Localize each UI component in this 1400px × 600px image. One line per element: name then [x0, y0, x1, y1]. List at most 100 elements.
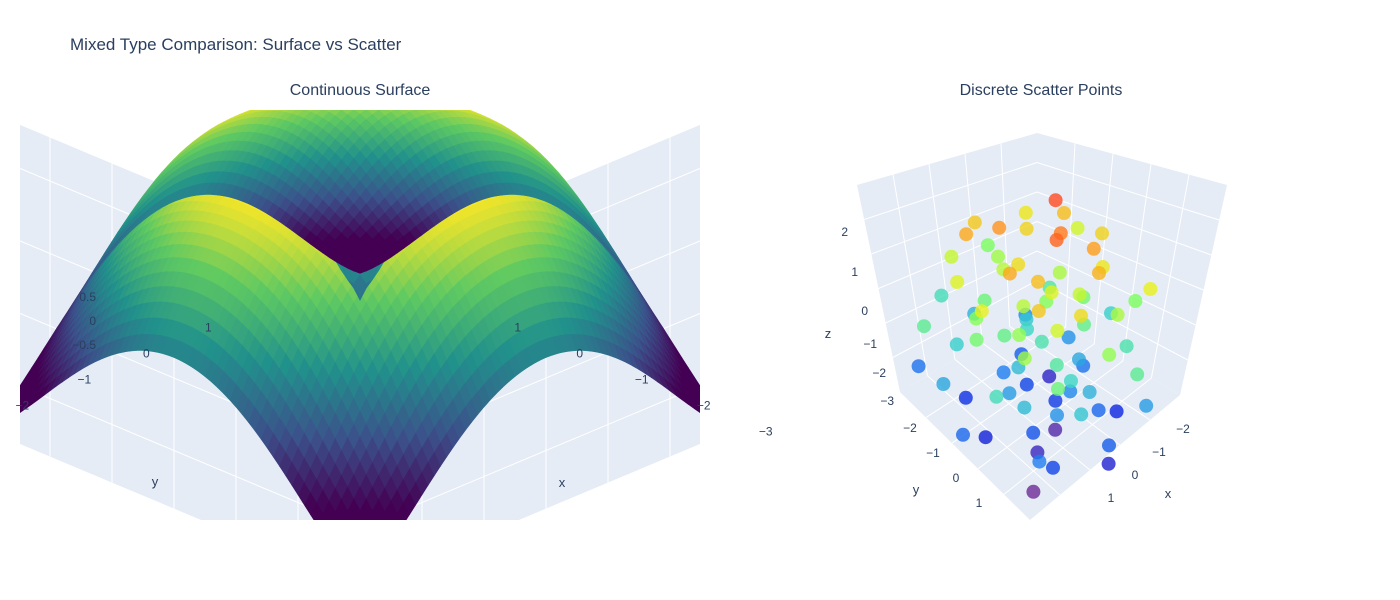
- surface-patch: [422, 101, 434, 105]
- surface-patch: [0, 410, 7, 422]
- scatter-point: [1002, 266, 1017, 281]
- surface-patch: [441, 103, 453, 107]
- surface-patch: [397, 100, 409, 106]
- scatter-point: [1095, 226, 1109, 241]
- z-tick-label: 2: [841, 225, 848, 239]
- surface-patch: [317, 102, 329, 109]
- surface-patch: [441, 103, 453, 106]
- scatter-scene[interactable]: [857, 133, 1227, 520]
- surface-patch: [707, 411, 719, 424]
- scatter-point: [1057, 206, 1071, 220]
- surface-patch: [410, 103, 422, 110]
- surface-patch: [273, 100, 285, 103]
- z-tick-label: −2: [872, 366, 886, 380]
- scatter-point: [1101, 456, 1116, 471]
- surface-patch: [261, 103, 273, 107]
- scatter-point: [992, 220, 1007, 235]
- scatter-point: [1091, 403, 1106, 418]
- surface-patch: [0, 401, 12, 414]
- surface-patch: [353, 267, 367, 274]
- y-tick-label: 1: [205, 320, 212, 334]
- surface-patch: [20, 385, 26, 395]
- surface-patch: [354, 531, 366, 551]
- surface-patch: [422, 102, 434, 107]
- surface-patch: [292, 99, 304, 103]
- z-axis-title: z: [825, 326, 832, 341]
- scatter-point: [1050, 408, 1064, 423]
- scatter-point: [1011, 257, 1026, 272]
- surface-patch: [354, 551, 366, 569]
- surface-patch: [422, 99, 434, 101]
- x-tick-label: 1: [1108, 491, 1115, 505]
- surface-patch: [428, 101, 440, 104]
- surface-patch: [354, 98, 366, 105]
- surface-patch: [416, 99, 428, 103]
- scatter-point: [1061, 330, 1076, 345]
- scatter-point: [1092, 266, 1106, 280]
- x-tick-label: −1: [635, 372, 649, 386]
- grid-line: [927, 375, 1061, 496]
- scatter-point: [959, 227, 974, 242]
- scatter-point: [911, 359, 926, 374]
- surface-patch: [267, 105, 279, 109]
- scatter-point: [1082, 385, 1097, 399]
- surface-patch: [434, 102, 446, 106]
- surface-patch: [379, 100, 391, 107]
- surface-patch: [273, 103, 285, 106]
- surface-patch: [335, 101, 347, 109]
- scatter-point: [1046, 460, 1060, 475]
- surface-patch: [255, 107, 267, 110]
- surface-patch: [261, 105, 273, 108]
- surface-patch: [428, 102, 440, 106]
- scatter-point: [1017, 351, 1032, 366]
- surface-patch: [298, 103, 310, 110]
- scatter-point: [1051, 382, 1065, 396]
- surface-patch: [267, 103, 279, 106]
- surface-patch: [453, 105, 465, 110]
- surface-patch: [273, 102, 285, 106]
- scatter-point: [1130, 367, 1145, 382]
- surface-patch: [20, 396, 26, 406]
- surface-patch: [416, 102, 428, 108]
- surface-patch: [447, 103, 459, 107]
- y-tick-label: 1: [976, 496, 983, 510]
- scatter-point: [997, 328, 1012, 343]
- surface-patch: [366, 552, 378, 570]
- surface-patch: [279, 99, 291, 102]
- surface-patch: [434, 100, 446, 103]
- scatter-point: [956, 427, 970, 442]
- surface-patch: [298, 101, 310, 107]
- scatter-point: [1049, 358, 1064, 372]
- surface-patch: [292, 102, 304, 108]
- surface-patch: [694, 402, 700, 413]
- scatter-point: [950, 275, 965, 289]
- surface-scene[interactable]: [0, 93, 732, 587]
- grid-line: [1009, 325, 1151, 421]
- surface-patch: [348, 542, 360, 561]
- surface-patch: [292, 99, 304, 103]
- scatter-point: [1049, 233, 1064, 247]
- scatter-point: [974, 304, 989, 319]
- surface-patch: [385, 101, 397, 109]
- x-tick-label: 0: [576, 346, 583, 360]
- scatter-point: [1050, 323, 1065, 338]
- scatter-point: [969, 332, 984, 347]
- surface-patch: [310, 100, 322, 106]
- surface-patch: [410, 101, 422, 107]
- surface-patch: [348, 101, 360, 109]
- surface-patch: [341, 552, 353, 570]
- surface-patch: [279, 101, 291, 104]
- surface-patch: [372, 101, 384, 109]
- surface-patch: [267, 102, 279, 106]
- surface-patch: [377, 110, 380, 111]
- y-tick-label: −1: [77, 372, 91, 386]
- scatter-point: [1110, 307, 1125, 322]
- surface-patch: [279, 99, 291, 102]
- surface-patch: [694, 390, 700, 401]
- surface-patch: [391, 102, 403, 109]
- surface-patch: [434, 101, 446, 104]
- grid-line: [1036, 191, 1212, 256]
- surface-patch: [310, 100, 322, 107]
- z-tick-label: 1: [851, 265, 858, 279]
- surface-patch: [713, 410, 725, 422]
